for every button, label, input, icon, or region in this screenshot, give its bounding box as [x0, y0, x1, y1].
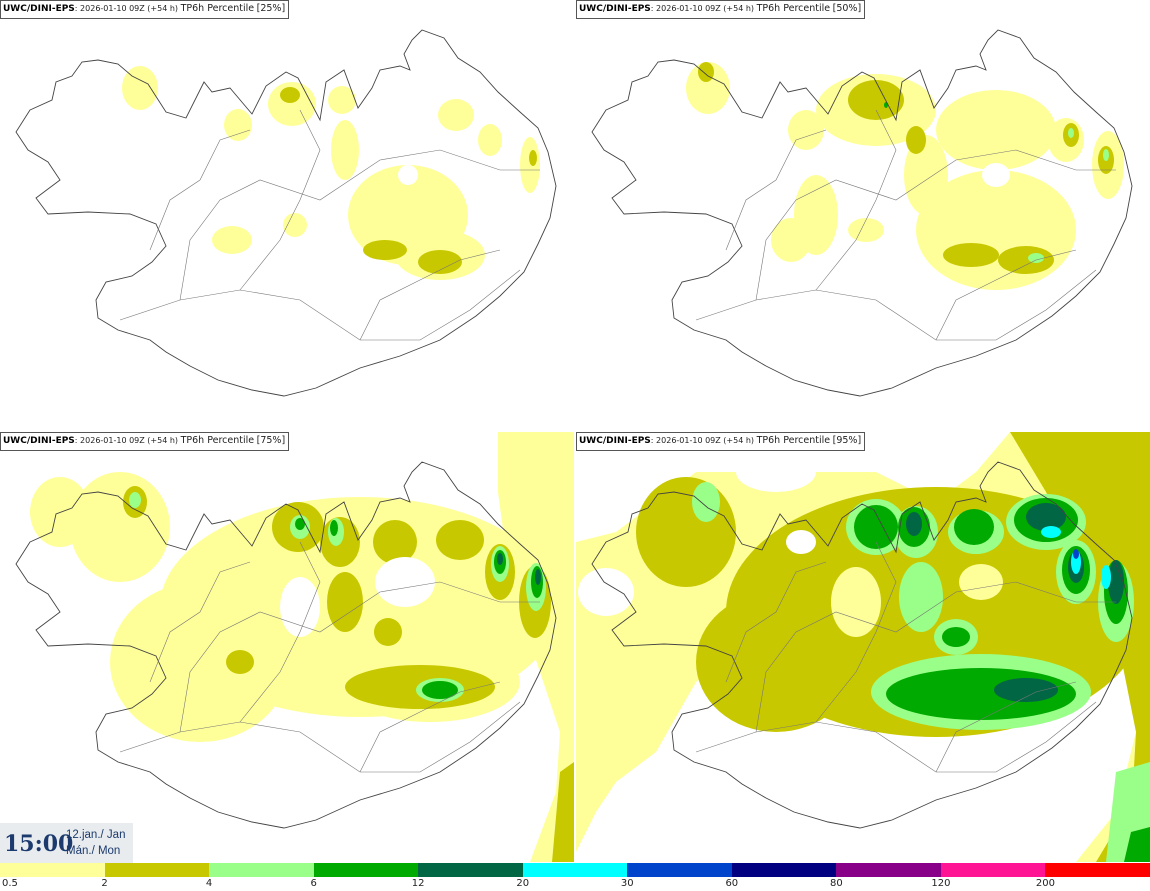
legend-swatch	[209, 863, 314, 877]
panel-title: UWC/DINI-EPS: 2026-01-10 09Z (+54 h) TP6…	[0, 432, 290, 451]
legend-tick-label: 80	[829, 878, 843, 889]
precip-map	[15, 432, 574, 862]
precip-shading	[576, 432, 1150, 862]
precip-map	[591, 29, 1133, 397]
legend-tick-label: 200	[1035, 878, 1055, 889]
legend-swatch	[940, 863, 1046, 877]
precip-shading	[122, 66, 540, 280]
valid-time: 15:00	[4, 831, 74, 857]
legend-tick-label: 4	[205, 878, 213, 889]
legend-swatch	[104, 863, 210, 877]
panel-title: UWC/DINI-EPS: 2026-01-10 09Z (+54 h) TP6…	[0, 0, 290, 19]
map-panel-p50: UWC/DINI-EPS: 2026-01-10 09Z (+54 h) TP6…	[576, 0, 1150, 430]
valid-date: 12.jan./ Jan	[66, 829, 126, 841]
iceland-coastline	[591, 461, 1133, 829]
valid-time-box: 15:00 12.jan./ Jan Mán./ Mon	[0, 823, 133, 863]
map-panel-p25: UWC/DINI-EPS: 2026-01-10 09Z (+54 h) TP6…	[0, 0, 574, 430]
roads	[119, 541, 540, 773]
map-panel-p95: UWC/DINI-EPS: 2026-01-10 09Z (+54 h) TP6…	[576, 432, 1150, 862]
roads	[695, 541, 1116, 773]
legend-swatch	[313, 863, 419, 877]
legend-swatch	[522, 863, 628, 877]
roads	[695, 109, 1116, 341]
legend-tick-label: 20	[516, 878, 530, 889]
valid-weekday: Mán./ Mon	[66, 845, 121, 857]
legend-tick-label: 12	[411, 878, 425, 889]
iceland-coastline	[591, 29, 1133, 397]
legend-tick-label: 2	[101, 878, 108, 889]
legend-swatch	[418, 863, 523, 877]
legend-swatch	[836, 863, 941, 877]
legend-swatch	[1045, 863, 1150, 877]
legend-tick-label: 6	[310, 878, 317, 889]
iceland-coastline	[15, 29, 557, 397]
precip-shading	[30, 432, 574, 862]
legend-tick-label: 60	[725, 878, 739, 889]
panel-title: UWC/DINI-EPS: 2026-01-10 09Z (+54 h) TP6…	[576, 0, 866, 19]
map-panel-p75: UWC/DINI-EPS: 2026-01-10 09Z (+54 h) TP6…	[0, 432, 574, 862]
legend-tick-label: 30	[620, 878, 634, 889]
legend-swatch	[0, 863, 105, 877]
legend-tick-label: 0.5	[2, 878, 18, 889]
legend-ticks: 0.5 2 4 6 12 20 30 60 80 120 200	[0, 877, 1150, 891]
legend-swatch	[627, 863, 732, 877]
precip-map	[576, 432, 1150, 862]
roads	[119, 109, 540, 341]
precip-map	[15, 29, 557, 397]
legend-tick-label: 120	[931, 878, 951, 889]
precip-shading	[686, 62, 1124, 290]
legend-swatch	[731, 863, 837, 877]
iceland-coastline	[15, 461, 557, 829]
panel-title: UWC/DINI-EPS: 2026-01-10 09Z (+54 h) TP6…	[576, 432, 866, 451]
color-legend	[0, 863, 1150, 877]
